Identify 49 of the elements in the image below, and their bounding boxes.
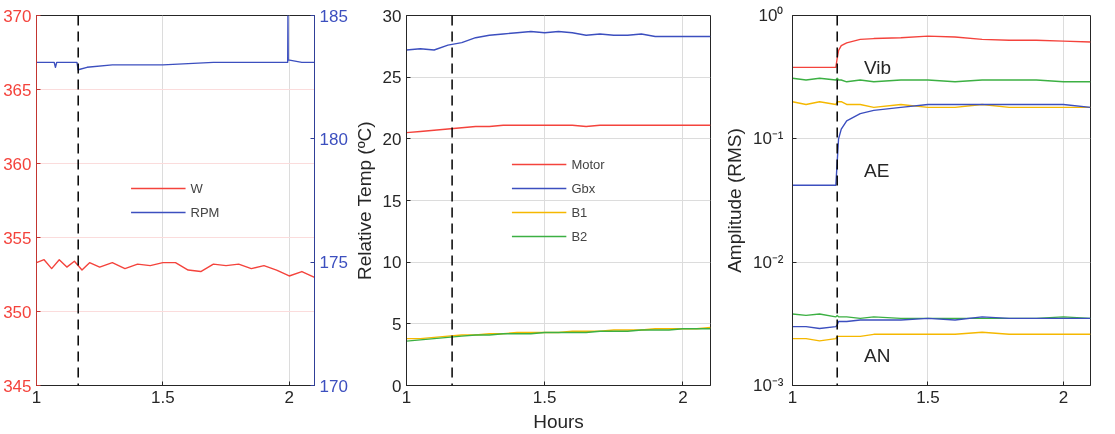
- legend-label: W: [190, 180, 204, 196]
- line-series: [406, 30, 711, 51]
- y-axis-title: Relative Temp (ºC): [353, 121, 375, 280]
- y2-tick-label: 180: [319, 129, 348, 149]
- y2-tick-label: 185: [319, 6, 348, 26]
- x-axis-title: Hours: [533, 410, 584, 432]
- y-tick-label: 10⁻²: [752, 252, 784, 272]
- annotation: AE: [864, 160, 890, 182]
- y-tick-label: 345: [3, 376, 32, 396]
- legend-label: RPM: [190, 204, 220, 220]
- y-tick-label: 10⁰: [758, 6, 784, 25]
- x-tick-label: 2: [678, 387, 688, 407]
- legend-label: Motor: [571, 156, 605, 172]
- y-tick-label: 0: [392, 376, 402, 396]
- line-series: [406, 124, 711, 134]
- y-tick-label: 360: [3, 154, 32, 174]
- legend-label: B2: [571, 228, 589, 244]
- line-series: [792, 331, 1091, 342]
- annotation: AN: [864, 345, 891, 367]
- y-tick-label: 355: [3, 228, 32, 248]
- x-tick-label: 1: [31, 387, 42, 407]
- y-tick-label: 370: [3, 6, 32, 26]
- y-tick-label: 10⁻¹: [752, 129, 784, 149]
- y-tick-label: 5: [392, 314, 402, 334]
- y-tick-label: 350: [3, 302, 32, 322]
- x-tick-label: 1: [401, 387, 412, 407]
- y2-tick-label: 175: [319, 253, 348, 273]
- line-series: [792, 316, 1091, 330]
- x-tick-label: 1: [787, 387, 798, 407]
- y-tick-label: 10⁻³: [752, 376, 784, 395]
- annotation: Vib: [864, 56, 892, 78]
- y-tick-label: 15: [382, 191, 402, 211]
- y-tick-label: 20: [382, 129, 402, 149]
- y-tick-label: 30: [382, 6, 402, 26]
- line-series: [792, 103, 1091, 186]
- x-tick-label: 1.5: [151, 387, 175, 407]
- y-axis-title: Amplitude (RMS): [723, 128, 745, 273]
- legend-label: B1: [571, 204, 589, 220]
- x-tick-label: 1.5: [532, 387, 557, 407]
- x-tick-label: 2: [1058, 387, 1069, 407]
- y-tick-label: 25: [382, 68, 402, 88]
- y-tick-label: 10: [382, 253, 402, 273]
- line-series: [36, 15, 315, 71]
- line-series: [36, 259, 315, 279]
- x-tick-label: 2: [284, 387, 294, 407]
- legend-label: Gbx: [571, 180, 596, 196]
- x-tick-label: 1.5: [916, 387, 940, 407]
- y2-tick-label: 170: [319, 376, 348, 396]
- y-tick-label: 365: [3, 80, 32, 100]
